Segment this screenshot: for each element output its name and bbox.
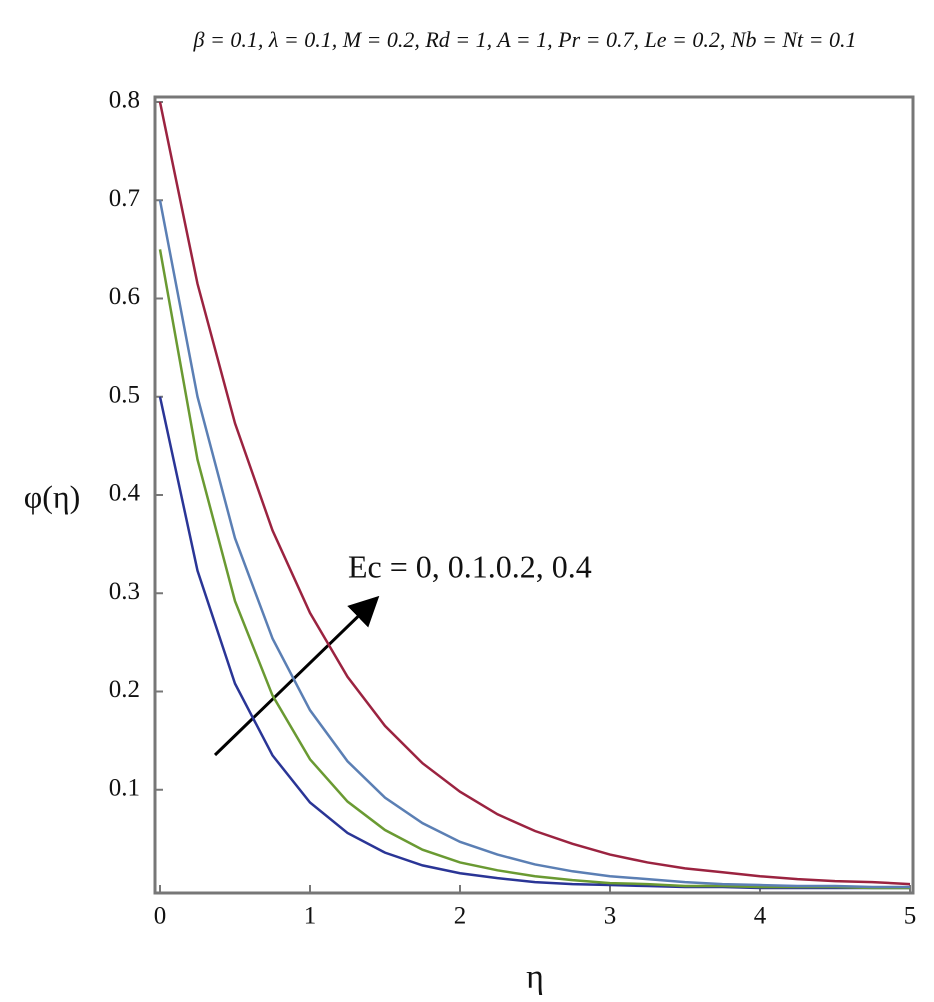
x-axis-label: η xyxy=(526,959,544,996)
y-axis-label: φ(η) xyxy=(24,478,81,514)
x-tick-label: 2 xyxy=(454,903,467,930)
x-tick-label: 1 xyxy=(304,903,317,930)
x-tick-label: 5 xyxy=(904,903,917,930)
annotation: Ec = 0, 0.1.0.2, 0.4 xyxy=(348,548,592,584)
y-tick-label: 0.6 xyxy=(109,283,140,310)
x-tick-label: 0 xyxy=(154,903,167,930)
y-tick-label: 0.7 xyxy=(109,185,140,212)
chart-subtitle: β = 0.1, λ = 0.1, M = 0.2, Rd = 1, A = 1… xyxy=(193,27,857,52)
x-tick-label: 4 xyxy=(754,903,767,930)
line-series xyxy=(158,249,910,890)
y-tick-label: 0.2 xyxy=(109,676,140,703)
line-series xyxy=(158,101,911,886)
y-tick-label: 0.5 xyxy=(109,381,140,408)
y-tick-label: 0.1 xyxy=(109,774,140,801)
plot-frame xyxy=(153,95,915,895)
y-tick-label: 0.4 xyxy=(109,480,141,507)
line-series xyxy=(158,396,910,890)
line-series xyxy=(158,200,910,889)
y-tick-label: 0.8 xyxy=(109,87,140,114)
arrow xyxy=(213,595,380,757)
x-tick-label: 3 xyxy=(604,903,617,930)
y-tick-label: 0.3 xyxy=(109,578,140,605)
